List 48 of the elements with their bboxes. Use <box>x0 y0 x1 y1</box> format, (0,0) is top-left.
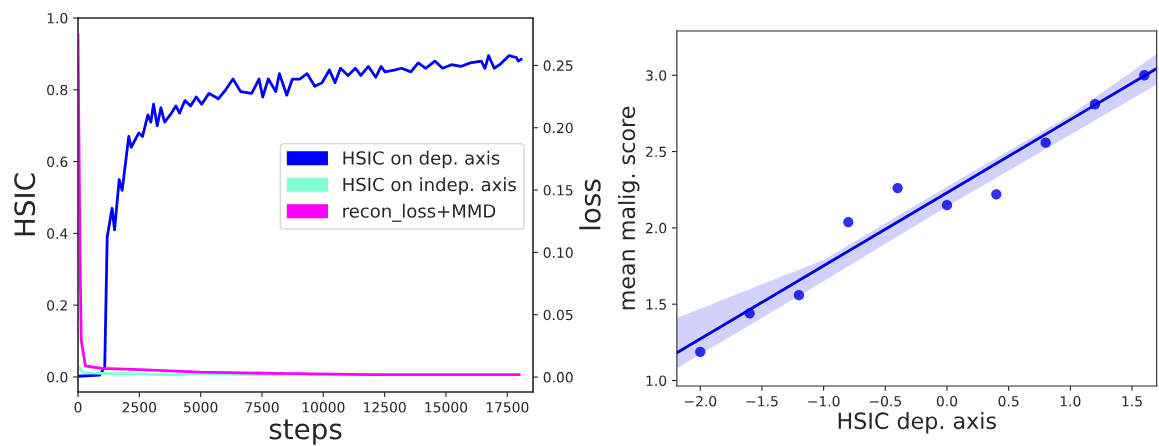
point <box>991 189 1002 200</box>
x-tick-label: 17500 <box>486 402 529 413</box>
x-tick-label: −1.5 <box>746 396 778 407</box>
x-tick-label: 0 <box>74 402 82 413</box>
y-axis-title: HSIC <box>14 173 36 236</box>
point <box>793 290 805 301</box>
x-tick-label: 1.0 <box>1060 395 1081 407</box>
y-tick-label: 3.0 <box>646 70 667 81</box>
y-tick-label: 0.2 <box>47 300 67 311</box>
point <box>843 216 854 228</box>
y-tick-label: 2.0 <box>646 222 667 234</box>
y2-tick-label: 0.15 <box>543 185 573 196</box>
x-tick-label: 5000 <box>184 402 218 413</box>
y2-tick-label: 0.10 <box>543 247 573 258</box>
y-tick-label: 1.0 <box>47 12 68 24</box>
y2-tick-label: 0.00 <box>543 372 573 383</box>
x-axis-title: HSIC dep. axis <box>838 411 996 434</box>
x-tick-label: 0.5 <box>998 395 1019 407</box>
legend-label: HSIC on dep. axis <box>343 150 500 169</box>
x-tick-label: 7500 <box>245 402 279 413</box>
legend-label: HSIC on indep. axis <box>343 177 516 195</box>
point <box>1040 137 1051 148</box>
y-tick-label: 0.6 <box>47 156 68 168</box>
point <box>892 182 903 194</box>
x-tick-label: 15000 <box>425 402 468 413</box>
x-tick-label: −1.0 <box>808 395 840 407</box>
legend-label: recon_loss+MMD <box>343 203 496 222</box>
x-tick-label: −0.5 <box>869 395 901 407</box>
y-tick-label: 2.5 <box>646 146 666 158</box>
x-tick-label: 2500 <box>122 402 157 413</box>
y2-tick-label: 0.25 <box>543 60 573 71</box>
x-tick-label: 1.5 <box>1122 396 1142 407</box>
y-tick-label: 1.0 <box>646 375 667 386</box>
point <box>941 200 953 211</box>
x-tick-label: 0.0 <box>936 395 958 407</box>
x-tick-label: 10000 <box>302 402 345 413</box>
x-tick-label: −2.0 <box>684 395 717 407</box>
y-tick-label: 0.8 <box>47 84 68 96</box>
y2-axis-title: loss <box>579 179 601 230</box>
y2-tick-label: 0.05 <box>543 309 573 321</box>
point <box>695 346 706 358</box>
y-tick-label: 0.0 <box>47 371 68 383</box>
y2-tick-label: 0.20 <box>543 122 573 134</box>
y-tick-label: 0.4 <box>47 228 68 239</box>
x-tick-label: 12500 <box>364 402 406 413</box>
y-axis-title: mean malig. score <box>617 106 640 310</box>
x-axis-title: steps <box>269 419 342 445</box>
y-tick-label: 1.5 <box>646 299 666 310</box>
